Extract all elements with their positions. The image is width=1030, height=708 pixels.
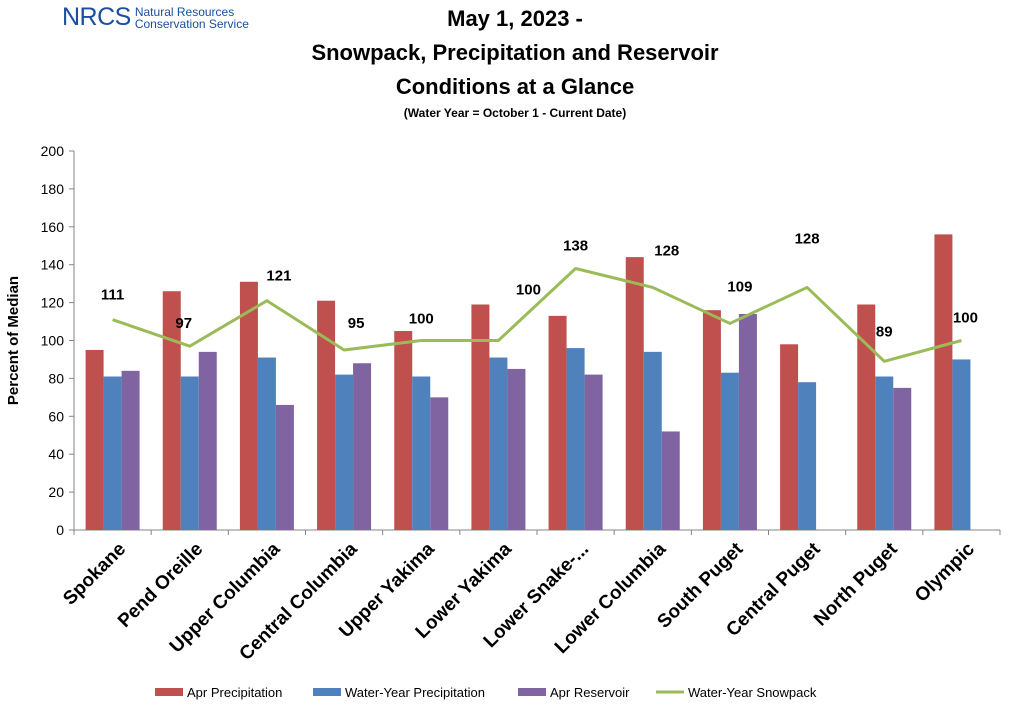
bar-apr-reservoir bbox=[893, 387, 912, 530]
legend-label: Water-Year Precipitation bbox=[345, 685, 485, 700]
y-tick-label: 140 bbox=[41, 257, 65, 273]
bar-apr-reservoir bbox=[198, 351, 217, 530]
y-tick-label: 20 bbox=[48, 484, 64, 500]
chart-title-line-1: May 1, 2023 - bbox=[447, 6, 583, 31]
legend-swatch bbox=[518, 688, 546, 696]
snowpack-data-label: 100 bbox=[409, 311, 434, 328]
bar-apr-precipitation bbox=[162, 291, 181, 530]
bar-apr-precipitation bbox=[702, 310, 721, 530]
bar-water-year-precipitation bbox=[798, 382, 817, 530]
snowpack-line bbox=[112, 266, 962, 363]
bar-apr-precipitation bbox=[85, 349, 104, 530]
bar-water-year-precipitation bbox=[103, 376, 122, 530]
snowpack-data-label: 111 bbox=[101, 287, 124, 304]
bar-water-year-precipitation bbox=[566, 348, 585, 530]
y-tick-label: 160 bbox=[41, 219, 65, 235]
bar-water-year-precipitation bbox=[335, 374, 354, 530]
bar-apr-precipitation bbox=[857, 304, 876, 530]
logo-text: Natural Resources Conservation Service bbox=[135, 6, 249, 30]
bar-water-year-precipitation bbox=[489, 357, 508, 530]
bar-water-year-precipitation bbox=[952, 359, 971, 530]
y-tick-label: 200 bbox=[41, 143, 65, 159]
y-tick-label: 120 bbox=[41, 295, 65, 311]
y-tick-label: 0 bbox=[56, 522, 64, 538]
legend-swatch bbox=[313, 688, 341, 696]
y-axis-label: Percent of Median bbox=[5, 276, 22, 405]
logo-line-2: Conservation Service bbox=[134, 16, 249, 31]
bar-apr-precipitation bbox=[548, 315, 567, 530]
snowpack-data-label: 109 bbox=[727, 278, 752, 295]
bar-water-year-precipitation bbox=[180, 376, 199, 530]
bar-apr-reservoir bbox=[507, 368, 526, 530]
bar-water-year-precipitation bbox=[412, 376, 431, 530]
chart-title-line-3: Conditions at a Glance bbox=[395, 74, 635, 99]
snowpack-data-label: 138 bbox=[563, 237, 588, 254]
snowpack-data-label: 95 bbox=[348, 315, 365, 332]
y-tick-label: 60 bbox=[48, 408, 64, 424]
y-tick-label: 180 bbox=[41, 181, 65, 197]
y-tick-label: 40 bbox=[48, 446, 64, 462]
logo-mark: NRCS bbox=[62, 3, 131, 31]
chart-subtitle: (Water Year = October 1 - Current Date) bbox=[403, 106, 627, 120]
snowpack-data-label: 100 bbox=[516, 282, 541, 299]
bar-apr-reservoir bbox=[584, 374, 603, 530]
bar-apr-reservoir bbox=[121, 370, 140, 530]
logo-line-1: Natural Resources bbox=[134, 4, 235, 19]
snowpack-data-label: 121 bbox=[266, 268, 291, 285]
bar-apr-precipitation bbox=[239, 281, 258, 530]
x-tick-label: Spokane bbox=[59, 539, 130, 610]
snowpack-data-label: 100 bbox=[953, 310, 978, 327]
bar-apr-precipitation bbox=[780, 344, 799, 530]
bar-water-year-precipitation bbox=[720, 372, 739, 530]
chart-title-line-2: Snowpack, Precipitation and Reservoir bbox=[311, 40, 719, 65]
bar-apr-precipitation bbox=[394, 331, 413, 530]
x-tick-label: North Puget bbox=[810, 538, 902, 630]
snowpack-data-label: 128 bbox=[654, 242, 679, 259]
legend-label: Apr Precipitation bbox=[187, 685, 282, 700]
bar-apr-precipitation bbox=[625, 257, 644, 530]
nrcs-logo: NRCS Natural Resources Conservation Serv… bbox=[62, 3, 249, 32]
bar-water-year-precipitation bbox=[643, 351, 662, 530]
bar-apr-reservoir bbox=[430, 397, 449, 530]
legend-label: Water-Year Snowpack bbox=[688, 685, 817, 700]
legend-swatch bbox=[155, 688, 183, 696]
snowpack-data-label: 97 bbox=[175, 315, 192, 332]
bar-apr-reservoir bbox=[353, 363, 372, 530]
x-tick-label: Olympic bbox=[911, 538, 979, 606]
snowpack-data-label: 89 bbox=[876, 323, 893, 340]
bar-water-year-precipitation bbox=[257, 357, 276, 530]
bar-water-year-precipitation bbox=[875, 376, 894, 530]
bar-apr-reservoir bbox=[738, 313, 757, 530]
bar-apr-precipitation bbox=[317, 300, 336, 530]
bar-apr-reservoir bbox=[275, 404, 294, 530]
legend-label: Apr Reservoir bbox=[550, 685, 630, 700]
bar-apr-precipitation bbox=[471, 304, 490, 530]
y-tick-label: 100 bbox=[41, 333, 65, 349]
bar-apr-reservoir bbox=[661, 431, 680, 530]
snowpack-data-label: 128 bbox=[795, 230, 820, 247]
bar-apr-precipitation bbox=[934, 234, 953, 530]
y-tick-label: 80 bbox=[48, 370, 64, 386]
